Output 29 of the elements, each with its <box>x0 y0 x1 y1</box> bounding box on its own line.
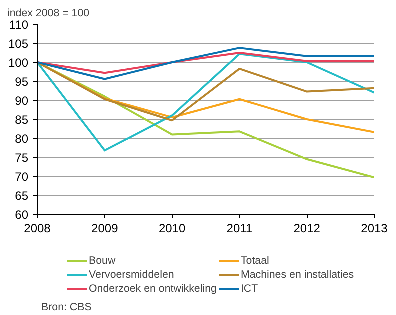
x-tick-label: 2012 <box>294 222 321 236</box>
x-tick-label: 2013 <box>361 222 388 236</box>
legend-label: Totaal <box>240 255 270 267</box>
line-series <box>38 47 374 80</box>
y-tick-label: 105 <box>8 37 29 51</box>
y-tick-label: 70 <box>15 170 29 184</box>
y-tick-label: 100 <box>8 56 29 70</box>
text: Bron: CBS <box>42 302 92 314</box>
y-tick-label: 60 <box>15 208 29 222</box>
legend-label: ICT <box>240 283 260 295</box>
y-tick-label: 90 <box>15 94 29 108</box>
x-tick-label: 2011 <box>226 222 253 236</box>
y-tick-label: 95 <box>15 75 29 89</box>
legend-label: Vervoersmiddelen <box>89 269 174 281</box>
y-tick-label: 80 <box>15 132 29 146</box>
line-series <box>38 53 374 152</box>
y-tick-label: 85 <box>15 113 29 127</box>
legend-label: Onderzoek en ontwikkeling <box>89 283 217 295</box>
x-tick-label: 2008 <box>24 222 52 236</box>
y-tick-label: 75 <box>15 151 29 165</box>
line-series <box>38 52 374 74</box>
legend-label: Machines en installaties <box>240 269 354 281</box>
x-tick-label: 2009 <box>92 222 119 236</box>
x-tick-label: 2010 <box>158 222 186 236</box>
line-series <box>38 62 374 122</box>
y-tick-label: 65 <box>15 189 29 203</box>
y-axis-title: index 2008 = 100 <box>8 8 90 20</box>
y-tick-label: 110 <box>9 18 29 32</box>
legend-label: Bouw <box>89 255 116 267</box>
